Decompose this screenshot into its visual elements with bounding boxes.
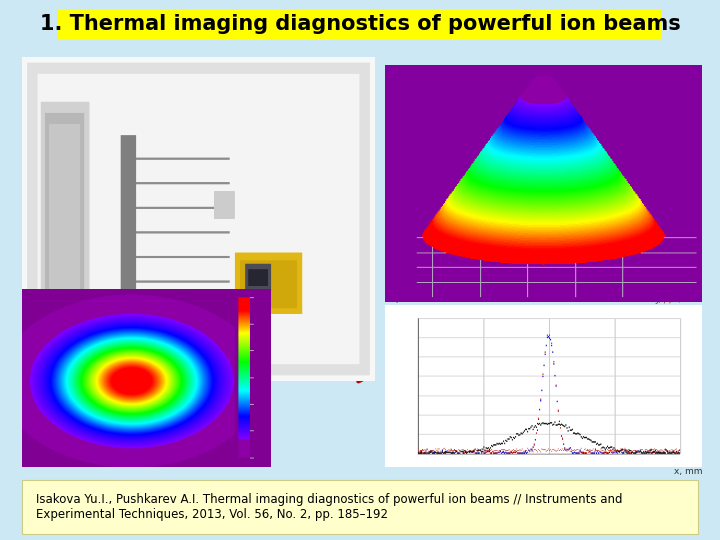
Text: T, °C: T, °C [390,294,414,304]
Text: SmartView™: SmartView™ [235,345,363,363]
Text: IR705: IR705 [630,336,656,345]
Text: T: T [537,308,543,318]
Text: x, mm: x, mm [673,467,702,476]
Text: Isakova Yu.I., Pushkarev A.I. Thermal imaging diagnostics of powerful ion beams : Isakova Yu.I., Pushkarev A.I. Thermal im… [36,492,623,521]
Text: IR707: IR707 [432,336,458,345]
FancyBboxPatch shape [22,480,698,534]
Text: 1. Thermal imaging diagnostics of powerful ion beams: 1. Thermal imaging diagnostics of powerf… [40,14,680,35]
Text: J: J [553,308,556,318]
FancyBboxPatch shape [58,9,662,40]
Text: IR724: IR724 [526,422,552,431]
Text: J, Дж/см²: J, Дж/см² [657,295,698,304]
